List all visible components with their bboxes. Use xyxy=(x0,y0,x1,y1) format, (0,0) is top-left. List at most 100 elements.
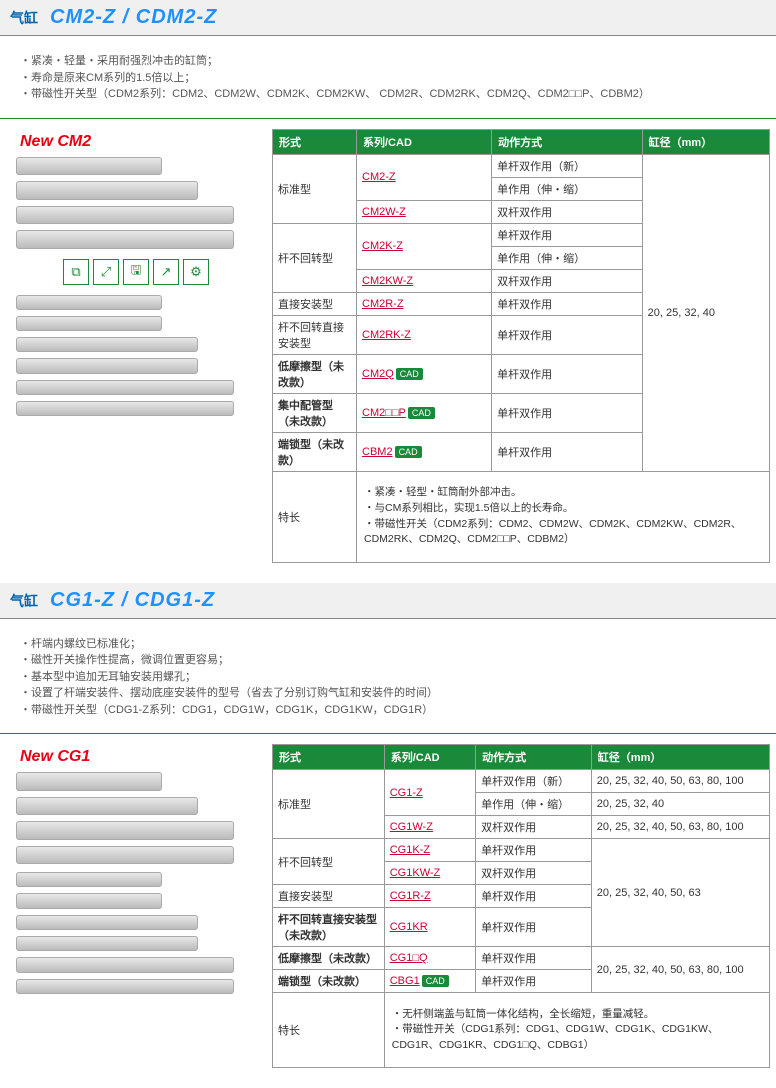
feature-item: ・与CM系列相比，实现1.5倍以上的长寿命。 xyxy=(364,501,764,517)
feature-item: ・带磁性开关（CDM2系列：CDM2、CDM2W、CDM2K、CDM2KW、CD… xyxy=(364,517,764,549)
type-cell: 标准型 xyxy=(273,154,357,223)
series-cell: CG1-Z xyxy=(384,770,475,816)
section-model: CM2-Z / CDM2-Z xyxy=(50,6,217,29)
type-cell: 低摩擦型（未改款） xyxy=(273,354,357,393)
series-cell: CM2RK-Z xyxy=(357,315,492,354)
series-cell: CG1KR xyxy=(384,908,475,947)
series-link[interactable]: CG1K-Z xyxy=(390,844,430,856)
series-link[interactable]: CG1R-Z xyxy=(390,890,431,902)
type-cell: 杆不回转型 xyxy=(273,223,357,292)
bore-cell: 20, 25, 32, 40 xyxy=(642,154,769,471)
new-label: New CM2 xyxy=(6,129,266,153)
action-cell: 单杆双作用（新） xyxy=(492,154,643,177)
action-cell: 单作用（伸・缩） xyxy=(476,793,592,816)
bore-cell: 20, 25, 32, 40, 50, 63, 80, 100 xyxy=(591,770,769,793)
action-cell: 单杆双作用 xyxy=(476,970,592,993)
action-cell: 单杆双作用 xyxy=(476,885,592,908)
series-link[interactable]: CBG1 xyxy=(390,975,420,987)
bore-cell: 20, 25, 32, 40, 50, 63, 80, 100 xyxy=(591,947,769,993)
series-link[interactable]: CM2R-Z xyxy=(362,298,404,310)
series-link[interactable]: CM2Q xyxy=(362,368,394,380)
series-cell: CG1□Q xyxy=(384,947,475,970)
product-image xyxy=(6,768,266,868)
action-cell: 单杆双作用 xyxy=(492,354,643,393)
table-row: 标准型CG1-Z单杆双作用（新）20, 25, 32, 40, 50, 63, … xyxy=(273,770,770,793)
toolbar-button[interactable]: ↗ xyxy=(153,259,179,285)
table-header: 形式 xyxy=(273,745,385,770)
bore-cell: 20, 25, 32, 40, 50, 63, 80, 100 xyxy=(591,816,769,839)
series-link[interactable]: CM2W-Z xyxy=(362,206,406,218)
series-cell: CM2□□PCAD xyxy=(357,393,492,432)
series-cell: CM2QCAD xyxy=(357,354,492,393)
series-cell: CG1W-Z xyxy=(384,816,475,839)
product-image xyxy=(6,291,266,421)
table-header: 系列/CAD xyxy=(384,745,475,770)
bullet-item: ・寿命是原来CM系列的1.5倍以上； xyxy=(20,70,776,87)
product-image xyxy=(6,153,266,253)
type-cell: 直接安装型 xyxy=(273,885,385,908)
feature-label: 特长 xyxy=(273,993,385,1068)
type-cell: 低摩擦型（未改款） xyxy=(273,947,385,970)
table-row: 标准型CM2-Z单杆双作用（新）20, 25, 32, 40 xyxy=(273,154,770,177)
new-label: New CG1 xyxy=(6,744,266,768)
series-link[interactable]: CM2-Z xyxy=(362,171,396,183)
action-cell: 单作用（伸・缩） xyxy=(492,246,643,269)
section-label: 气缸 xyxy=(10,591,38,611)
action-cell: 双杆双作用 xyxy=(492,200,643,223)
type-cell: 端锁型（未改款） xyxy=(273,970,385,993)
feature-item: ・紧凑・轻型・缸筒耐外部冲击。 xyxy=(364,485,764,501)
series-cell: CM2W-Z xyxy=(357,200,492,223)
feature-item: ・带磁性开关（CDG1系列：CDG1、CDG1W、CDG1K、CDG1KW、CD… xyxy=(392,1022,764,1054)
bullet-item: ・设置了杆端安装件、摆动底座安装件的型号（省去了分别订购气缸和安装件的时间） xyxy=(20,685,776,702)
bullet-item: ・紧凑・轻量・采用耐强烈冲击的缸筒； xyxy=(20,53,776,70)
series-link[interactable]: CM2K-Z xyxy=(362,240,403,252)
action-cell: 单杆双作用 xyxy=(492,292,643,315)
table-row: 杆不回转型CG1K-Z单杆双作用20, 25, 32, 40, 50, 63 xyxy=(273,839,770,862)
bore-cell: 20, 25, 32, 40, 50, 63 xyxy=(591,839,769,947)
series-link[interactable]: CG1W-Z xyxy=(390,821,433,833)
type-cell: 集中配管型（未改款） xyxy=(273,393,357,432)
feature-label: 特长 xyxy=(273,471,357,562)
type-cell: 端锁型（未改款） xyxy=(273,432,357,471)
bullet-item: ・杆端内螺纹已标准化； xyxy=(20,636,776,653)
series-link[interactable]: CG1KW-Z xyxy=(390,867,441,879)
cad-badge: CAD xyxy=(395,446,422,458)
toolbar-button[interactable]: ⚙ xyxy=(183,259,209,285)
table-row: 低摩擦型（未改款）CG1□Q单杆双作用20, 25, 32, 40, 50, 6… xyxy=(273,947,770,970)
action-cell: 单作用（伸・缩） xyxy=(492,177,643,200)
series-link[interactable]: CBM2 xyxy=(362,446,393,458)
series-link[interactable]: CG1KR xyxy=(390,921,428,933)
type-cell: 杆不回转直接安装型 xyxy=(273,315,357,354)
action-cell: 单杆双作用（新） xyxy=(476,770,592,793)
toolbar-button[interactable]: ⤢ xyxy=(93,259,119,285)
series-link[interactable]: CM2RK-Z xyxy=(362,329,411,341)
action-cell: 单杆双作用 xyxy=(492,432,643,471)
feature-bullets: ・紧凑・轻量・采用耐强烈冲击的缸筒；・寿命是原来CM系列的1.5倍以上；・带磁性… xyxy=(0,47,776,107)
product-image xyxy=(6,868,266,998)
feature-cell: ・无杆侧端盖与缸筒一体化结构，全长缩短，重量减轻。・带磁性开关（CDG1系列：C… xyxy=(384,993,769,1068)
type-cell: 杆不回转直接安装型（未改款） xyxy=(273,908,385,947)
action-cell: 单杆双作用 xyxy=(476,908,592,947)
action-cell: 单杆双作用 xyxy=(476,947,592,970)
series-link[interactable]: CG1-Z xyxy=(390,787,423,799)
series-link[interactable]: CM2KW-Z xyxy=(362,275,413,287)
series-link[interactable]: CM2□□P xyxy=(362,407,406,419)
action-cell: 双杆双作用 xyxy=(492,269,643,292)
feature-item: ・无杆侧端盖与缸筒一体化结构，全长缩短，重量减轻。 xyxy=(392,1007,764,1023)
series-cell: CG1K-Z xyxy=(384,839,475,862)
table-header: 缸径（mm） xyxy=(591,745,769,770)
action-cell: 单杆双作用 xyxy=(476,839,592,862)
bore-cell: 20, 25, 32, 40 xyxy=(591,793,769,816)
spec-table: 形式系列/CAD动作方式缸径（mm）标准型CG1-Z单杆双作用（新）20, 25… xyxy=(272,744,770,1068)
series-cell: CBG1CAD xyxy=(384,970,475,993)
type-cell: 标准型 xyxy=(273,770,385,839)
series-cell: CM2-Z xyxy=(357,154,492,200)
bullet-item: ・带磁性开关型（CDG1-Z系列：CDG1，CDG1W，CDG1K，CDG1KW… xyxy=(20,702,776,719)
toolbar-button[interactable]: ⧉ xyxy=(63,259,89,285)
table-header: 缸径（mm） xyxy=(642,129,769,154)
cad-badge: CAD xyxy=(408,407,435,419)
feature-bullets: ・杆端内螺纹已标准化；・磁性开关操作性提高，微调位置更容易；・基本型中追加无耳轴… xyxy=(0,630,776,723)
toolbar-button[interactable]: 🖫 xyxy=(123,259,149,285)
table-header: 形式 xyxy=(273,129,357,154)
series-link[interactable]: CG1□Q xyxy=(390,952,428,964)
